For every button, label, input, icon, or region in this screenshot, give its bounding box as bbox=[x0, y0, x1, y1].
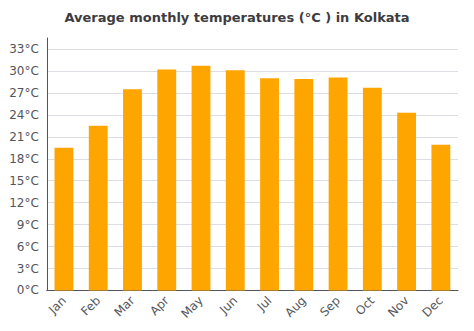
svg-text:May: May bbox=[179, 294, 206, 321]
svg-text:24°C: 24°C bbox=[9, 108, 39, 122]
svg-text:21°C: 21°C bbox=[9, 130, 39, 144]
svg-text:Dec: Dec bbox=[420, 294, 446, 320]
svg-text:9°C: 9°C bbox=[17, 218, 39, 232]
svg-text:33°C: 33°C bbox=[9, 42, 39, 56]
svg-text:Aug: Aug bbox=[282, 294, 308, 320]
svg-text:6°C: 6°C bbox=[17, 240, 39, 254]
svg-text:0°C: 0°C bbox=[17, 283, 39, 297]
svg-text:Mar: Mar bbox=[112, 293, 138, 319]
svg-text:27°C: 27°C bbox=[9, 86, 39, 100]
svg-text:Oct: Oct bbox=[353, 293, 378, 318]
svg-text:Nov: Nov bbox=[385, 294, 411, 320]
svg-text:15°C: 15°C bbox=[9, 174, 39, 188]
svg-text:Apr: Apr bbox=[147, 293, 172, 318]
svg-text:Sep: Sep bbox=[317, 294, 343, 320]
svg-text:Feb: Feb bbox=[78, 294, 103, 319]
svg-text:30°C: 30°C bbox=[9, 64, 39, 78]
svg-text:Jun: Jun bbox=[216, 294, 240, 318]
svg-text:Jan: Jan bbox=[45, 294, 69, 318]
svg-text:12°C: 12°C bbox=[9, 196, 39, 210]
svg-text:18°C: 18°C bbox=[9, 152, 39, 166]
svg-text:3°C: 3°C bbox=[17, 262, 39, 276]
svg-text:Jul: Jul bbox=[254, 294, 275, 315]
svg-text:Average monthly temperatures (: Average monthly temperatures (°C ) in Ko… bbox=[64, 10, 409, 25]
